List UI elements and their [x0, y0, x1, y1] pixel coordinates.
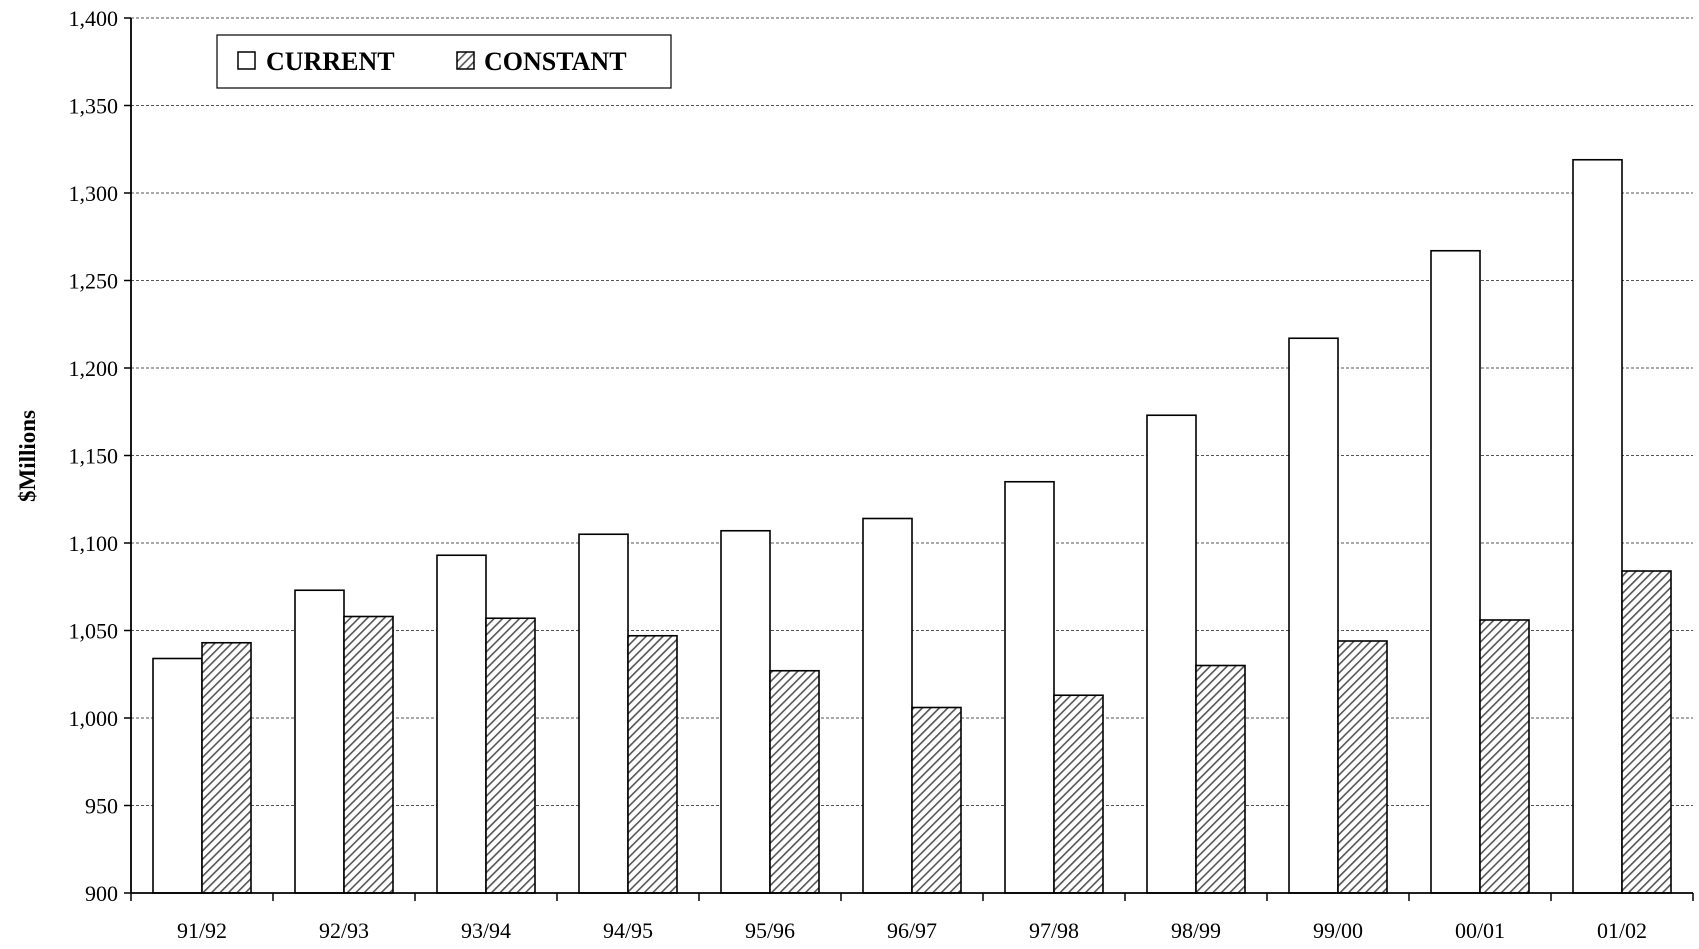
- x-tick-label: 92/93: [319, 918, 369, 943]
- x-tick-label: 93/94: [461, 918, 511, 943]
- bar-current-95-96: [720, 529, 771, 894]
- bar-current-92-93: [294, 589, 345, 894]
- legend-box: [216, 34, 672, 89]
- bar-constant-96-97: [911, 706, 962, 894]
- legend: CURRENT CONSTANT: [216, 34, 672, 89]
- y-tick-labels: 900 950 1,000 1,050 1,100 1,150 1,200 1,250 1,30…: [69, 6, 119, 906]
- y-tick-label: 1,200: [69, 356, 119, 381]
- legend-swatch-current: [237, 51, 256, 70]
- bar-constant-97-98: [1053, 694, 1104, 894]
- x-tick-label: 97/98: [1029, 918, 1079, 943]
- bar-current-97-98: [1004, 480, 1055, 894]
- y-axis-label: $Millions: [15, 410, 40, 502]
- legend-label-current: CURRENT: [266, 47, 395, 76]
- x-tick-label: 96/97: [887, 918, 937, 943]
- bar-current-93-94: [436, 554, 487, 894]
- x-tick-label: 95/96: [745, 918, 795, 943]
- x-tick-labels: 91/92 92/93 93/94 94/95 95/96 96/97 97/98 98/99…: [177, 918, 1647, 943]
- y-tick-label: 1,300: [69, 181, 119, 206]
- bar-current-01-02: [1572, 158, 1623, 894]
- y-tick-label: 1,400: [69, 6, 119, 31]
- x-tick-label: 00/01: [1455, 918, 1505, 943]
- y-tick-label: 950: [85, 794, 118, 819]
- bar-constant-01-02: [1621, 570, 1672, 894]
- bar-constant-94-95: [627, 634, 678, 894]
- bar-constant-98-99: [1195, 664, 1246, 894]
- legend-swatch-constant: [456, 51, 475, 70]
- y-tick-label: 900: [85, 881, 118, 906]
- bar-current-98-99: [1146, 414, 1197, 894]
- y-tick-label: 1,050: [69, 619, 119, 644]
- legend-label-constant: CONSTANT: [484, 47, 627, 76]
- bar-constant-93-94: [485, 617, 536, 894]
- y-tick-label: 1,000: [69, 706, 119, 731]
- x-tick-label: 99/00: [1313, 918, 1363, 943]
- y-tick-label: 1,150: [69, 444, 119, 469]
- y-tick-label: 1,100: [69, 531, 119, 556]
- bar-current-96-97: [862, 517, 913, 894]
- y-tick-label: 1,250: [69, 269, 119, 294]
- x-tick-label: 91/92: [177, 918, 227, 943]
- y-tick-label: 1,350: [69, 94, 119, 119]
- bar-constant-92-93: [343, 615, 394, 894]
- bar-current-94-95: [578, 533, 629, 894]
- axes: [124, 17, 1694, 901]
- x-tick-label: 98/99: [1171, 918, 1221, 943]
- bars: [152, 158, 1672, 894]
- bar-current-91-92: [152, 657, 203, 894]
- bar-constant-00-01: [1479, 619, 1530, 894]
- bar-constant-99-00: [1337, 640, 1388, 894]
- bar-current-99-00: [1288, 337, 1339, 894]
- x-tick-label: 01/02: [1597, 918, 1647, 943]
- x-tick-label: 94/95: [603, 918, 653, 943]
- bar-constant-91-92: [201, 641, 252, 894]
- bar-current-00-01: [1430, 249, 1481, 894]
- bar-constant-95-96: [769, 669, 820, 894]
